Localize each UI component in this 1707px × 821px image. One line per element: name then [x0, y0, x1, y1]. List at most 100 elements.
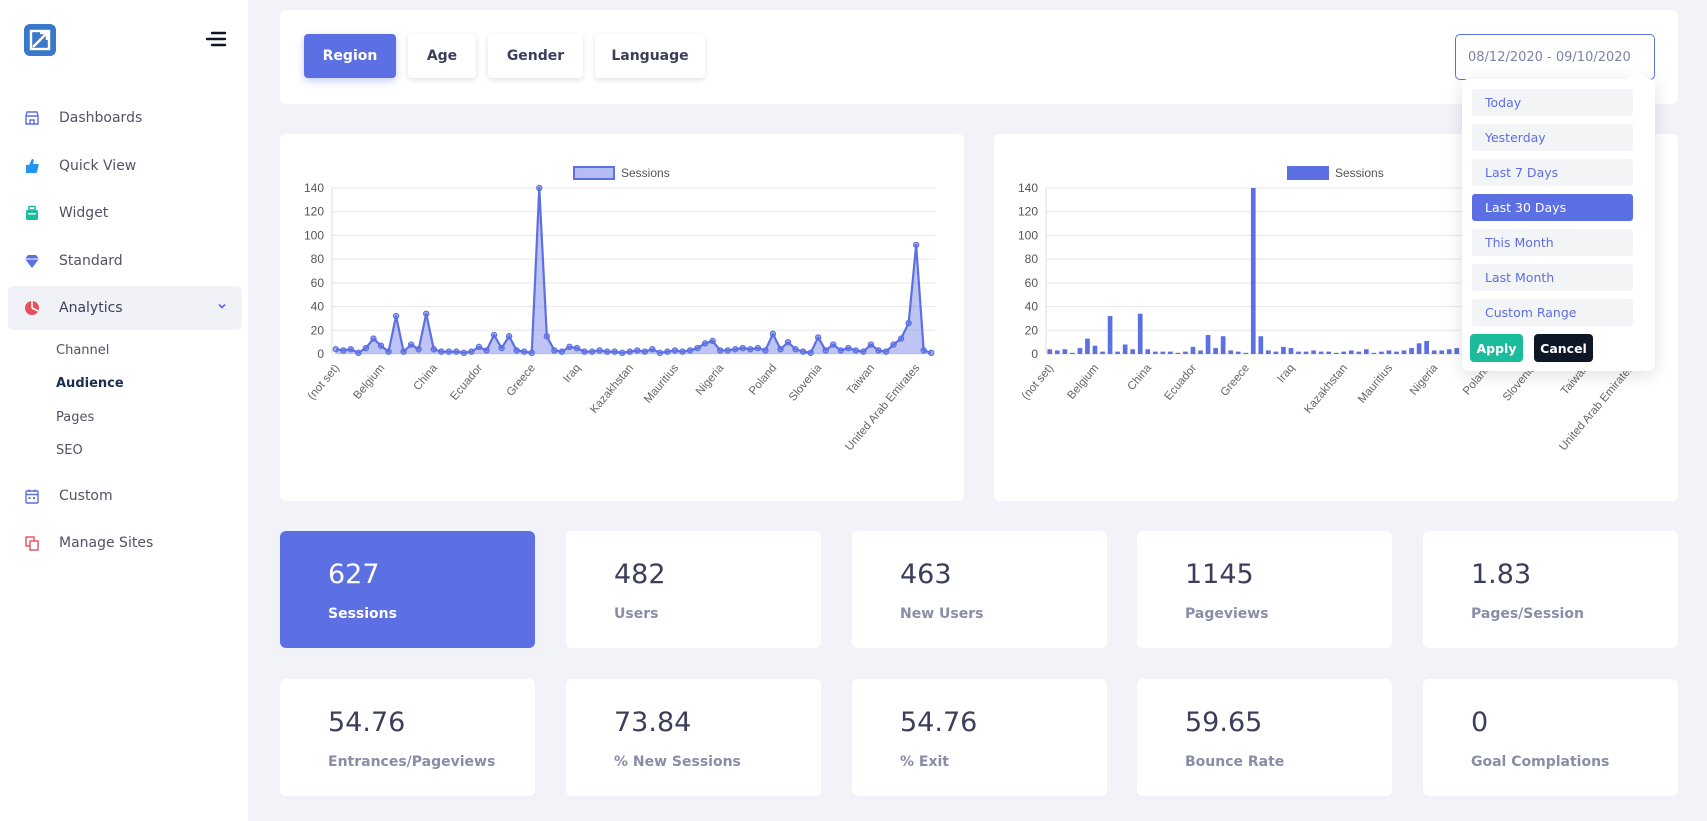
data-point[interactable]: [845, 344, 852, 352]
bar[interactable]: [1047, 349, 1053, 354]
data-point[interactable]: [453, 348, 460, 355]
bar[interactable]: [1386, 350, 1392, 354]
data-point[interactable]: [475, 343, 483, 351]
bar[interactable]: [1145, 349, 1151, 354]
bar[interactable]: [1446, 349, 1452, 354]
apply-button[interactable]: Apply: [1470, 334, 1523, 362]
data-point[interactable]: [377, 342, 385, 349]
data-point[interactable]: [355, 349, 362, 357]
bar[interactable]: [1379, 351, 1384, 354]
data-point[interactable]: [814, 334, 822, 341]
bar[interactable]: [1281, 346, 1286, 354]
data-point[interactable]: [905, 319, 912, 327]
data-point[interactable]: [332, 346, 339, 353]
sidebar-item-custom[interactable]: Custom: [8, 474, 242, 518]
bar[interactable]: [1220, 336, 1226, 354]
data-point[interactable]: [415, 346, 422, 353]
bar[interactable]: [1333, 352, 1339, 354]
bar[interactable]: [1152, 351, 1158, 354]
data-point[interactable]: [686, 347, 694, 354]
data-point[interactable]: [581, 348, 588, 355]
bar[interactable]: [1326, 351, 1331, 354]
bar[interactable]: [1431, 350, 1437, 354]
data-point[interactable]: [528, 349, 535, 357]
data-point[interactable]: [347, 346, 355, 353]
bar[interactable]: [1228, 350, 1234, 354]
data-point[interactable]: [498, 344, 505, 352]
bar[interactable]: [1273, 351, 1279, 354]
data-point[interactable]: [799, 348, 807, 355]
sidebar-item-quick-view[interactable]: Quick View: [8, 144, 242, 188]
data-point[interactable]: [626, 348, 633, 355]
data-point[interactable]: [852, 347, 860, 354]
bar[interactable]: [1175, 352, 1181, 354]
data-point[interactable]: [513, 347, 520, 354]
range-yesterday[interactable]: Yesterday: [1472, 124, 1633, 151]
bar[interactable]: [1137, 313, 1143, 354]
submenu-item-pages[interactable]: Pages: [56, 409, 95, 425]
bar[interactable]: [1296, 351, 1301, 354]
data-point[interactable]: [505, 333, 513, 340]
bar[interactable]: [1122, 344, 1128, 354]
range-custom-range[interactable]: Custom Range: [1472, 299, 1633, 326]
tab-region[interactable]: Region: [304, 34, 396, 78]
bar[interactable]: [1416, 343, 1422, 354]
bar[interactable]: [1454, 348, 1460, 354]
bar[interactable]: [1198, 350, 1203, 354]
app-logo[interactable]: [24, 24, 56, 56]
bar[interactable]: [1183, 351, 1188, 354]
submenu-item-channel[interactable]: Channel: [56, 342, 110, 358]
data-point[interactable]: [340, 347, 347, 354]
data-point[interactable]: [867, 341, 875, 348]
data-point[interactable]: [716, 347, 724, 354]
data-point[interactable]: [400, 348, 407, 355]
data-point[interactable]: [566, 343, 573, 351]
data-point[interactable]: [860, 348, 867, 355]
data-point[interactable]: [611, 348, 618, 355]
data-point[interactable]: [407, 341, 415, 348]
data-point[interactable]: [709, 337, 716, 345]
data-point[interactable]: [385, 348, 392, 355]
bar[interactable]: [1258, 336, 1264, 354]
bar[interactable]: [1070, 352, 1075, 354]
data-point[interactable]: [837, 347, 844, 354]
data-point[interactable]: [671, 347, 679, 354]
sidebar-item-analytics[interactable]: Analytics: [8, 286, 242, 330]
range-last-month[interactable]: Last Month: [1472, 264, 1633, 291]
data-point[interactable]: [551, 347, 558, 354]
data-point[interactable]: [882, 348, 890, 355]
bar[interactable]: [1092, 345, 1098, 354]
bar[interactable]: [1235, 351, 1241, 354]
data-point[interactable]: [370, 335, 377, 342]
bar[interactable]: [1250, 188, 1256, 354]
bar[interactable]: [1424, 340, 1429, 354]
data-point[interactable]: [928, 349, 935, 357]
data-point[interactable]: [897, 335, 905, 342]
bar[interactable]: [1318, 351, 1324, 354]
data-point[interactable]: [618, 349, 626, 357]
bar[interactable]: [1160, 351, 1166, 354]
date-range-input[interactable]: 08/12/2020 - 09/10/2020: [1455, 34, 1655, 80]
tab-language[interactable]: Language: [595, 34, 705, 78]
data-point[interactable]: [362, 344, 370, 352]
tab-gender[interactable]: Gender: [488, 34, 583, 78]
data-point[interactable]: [664, 348, 671, 355]
data-point[interactable]: [558, 348, 566, 355]
bar[interactable]: [1213, 348, 1218, 354]
data-point[interactable]: [792, 346, 799, 353]
data-point[interactable]: [392, 312, 400, 320]
data-point[interactable]: [543, 333, 551, 340]
submenu-item-seo[interactable]: SEO: [56, 443, 83, 459]
bar[interactable]: [1356, 351, 1362, 354]
data-point[interactable]: [521, 348, 528, 355]
bar[interactable]: [1077, 348, 1083, 354]
data-point[interactable]: [732, 346, 739, 353]
data-point[interactable]: [588, 348, 596, 355]
tab-age[interactable]: Age: [408, 34, 476, 78]
range-today[interactable]: Today: [1472, 89, 1633, 116]
bar[interactable]: [1100, 351, 1105, 354]
sidebar-item-standard[interactable]: Standard: [8, 239, 242, 283]
bar[interactable]: [1130, 349, 1136, 354]
data-point[interactable]: [596, 347, 603, 354]
data-point[interactable]: [701, 340, 709, 347]
